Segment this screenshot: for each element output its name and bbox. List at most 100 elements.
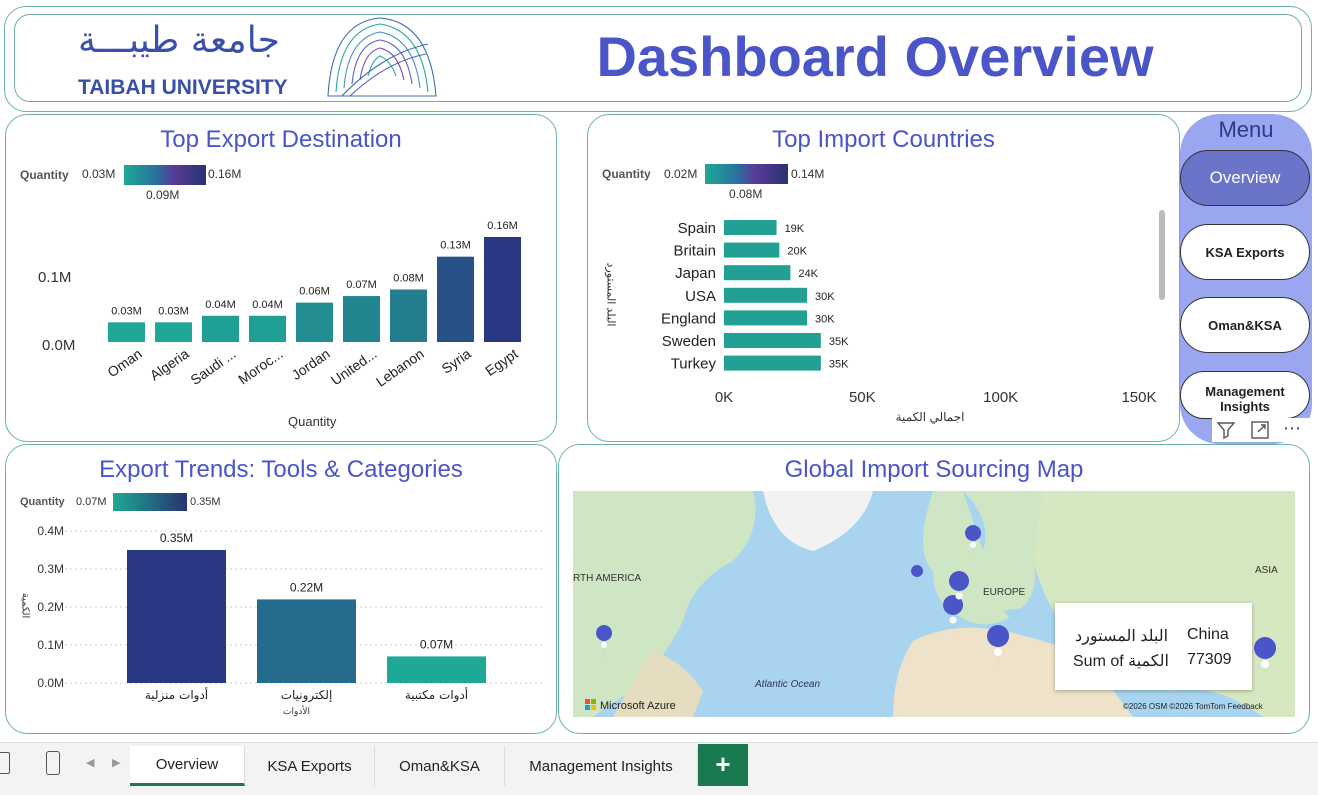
- import-legend-mid: 0.08M: [729, 187, 763, 201]
- tab-next-icon[interactable]: ▶: [112, 756, 121, 769]
- export-category-label: Egypt: [482, 345, 521, 379]
- header-frame: [4, 6, 1312, 112]
- map-title: Global Import Sourcing Map: [784, 456, 1084, 483]
- logo-arabic: جامعة طيبـــة: [78, 20, 280, 61]
- export-data-label: 0.04M: [252, 299, 283, 311]
- import-legend-label: Quantity: [602, 167, 651, 181]
- export-category-label: Moroc...: [235, 345, 286, 387]
- tab-oman-ksa[interactable]: Oman&KSA: [375, 746, 505, 786]
- export-data-label: 0.06M: [299, 286, 330, 298]
- menu-oman-ksa-button[interactable]: Oman&KSA: [1180, 297, 1310, 353]
- import-category-label: Japan: [675, 265, 716, 282]
- trends-category-label: أدوات منزلية: [145, 687, 208, 703]
- export-data-label: 0.03M: [158, 305, 189, 317]
- import-countries-title: Top Import Countries: [772, 126, 995, 153]
- menu-title: Menu: [1218, 117, 1274, 142]
- more-options-icon[interactable]: ⋯: [1283, 418, 1301, 439]
- export-destination-chart[interactable]: 0.1M 0.0M 0.03M Oman 0.03M Algeria 0.04M Saudi …: [20, 200, 550, 410]
- trends-y-tick: 0.4M: [37, 524, 64, 538]
- map-tooltip: البلد المستورد China Sum of الكمية 77309: [1055, 603, 1252, 690]
- trends-category-label: إلكترونيات: [281, 688, 333, 703]
- add-page-button[interactable]: +: [698, 744, 748, 786]
- import-bar: [724, 287, 807, 303]
- tab-ksa-exports[interactable]: KSA Exports: [245, 746, 375, 786]
- map-pin-britain: [911, 565, 924, 591]
- export-bar: [249, 315, 286, 342]
- desktop-view-icon[interactable]: [0, 752, 10, 774]
- import-x-tick: 50K: [849, 389, 876, 406]
- import-ylabel: البلد المستورد: [604, 262, 617, 327]
- export-bar: [108, 322, 145, 342]
- export-data-label: 0.08M: [393, 273, 424, 285]
- microsoft-logo-icon: [585, 699, 590, 704]
- tab-management-insights[interactable]: Management Insights: [505, 746, 698, 786]
- import-bar: [724, 333, 821, 348]
- export-bar: [390, 289, 427, 342]
- import-scrollbar[interactable]: [1159, 210, 1165, 300]
- import-bar: [724, 242, 780, 258]
- import-category-label: England: [661, 310, 716, 327]
- import-x-tick: 0K: [715, 389, 733, 406]
- export-trends-card: [5, 444, 557, 734]
- menu-overview-button[interactable]: Overview: [1180, 150, 1310, 206]
- import-countries-chart[interactable]: Spain 19K Britain 20K Japan 24K USA 30K England 3…: [620, 210, 1170, 410]
- import-data-label: 24K: [798, 268, 818, 280]
- focus-mode-icon[interactable]: [1250, 420, 1270, 440]
- map-label-asia: ASIA: [1255, 565, 1278, 576]
- header-inner: [14, 14, 1302, 102]
- export-data-label: 0.04M: [205, 299, 236, 311]
- logo-english: TAIBAH UNIVERSITY: [78, 76, 288, 99]
- trends-bar: [257, 599, 356, 683]
- map-pin-turkey: [987, 625, 1010, 671]
- menu-management-insights-button[interactable]: Management Insights: [1180, 371, 1310, 419]
- mobile-view-icon[interactable]: [46, 751, 60, 775]
- trends-legend-min: 0.07M: [76, 496, 107, 508]
- import-x-tick: 150K: [1121, 389, 1156, 406]
- export-bar: [484, 237, 521, 342]
- trends-y-tick: 0.3M: [37, 562, 64, 576]
- trends-y-tick: 0.0M: [37, 676, 64, 690]
- export-data-label: 0.13M: [440, 240, 471, 252]
- export-trends-chart[interactable]: 0.4M 0.3M 0.2M 0.1M 0.0M 0.35M أدوات منزلية 0.2…: [20, 518, 550, 708]
- import-legend-max: 0.14M: [791, 167, 825, 181]
- export-category-label: Saudi ...: [187, 345, 238, 388]
- import-data-label: 19K: [785, 223, 805, 235]
- map-pin-japan: [1254, 637, 1277, 683]
- import-data-label: 30K: [815, 313, 835, 325]
- export-bar: [343, 296, 380, 342]
- import-data-label: 30K: [815, 291, 835, 303]
- export-legend-mid: 0.09M: [146, 188, 180, 202]
- export-category-label: Oman: [104, 345, 144, 380]
- import-bar: [724, 310, 807, 326]
- import-data-label: 35K: [829, 336, 849, 348]
- import-data-label: 35K: [829, 359, 849, 371]
- menu-ksa-exports-button[interactable]: KSA Exports: [1180, 224, 1310, 280]
- export-category-label: Lebanon: [373, 345, 427, 389]
- export-xlabel: Quantity: [288, 414, 337, 429]
- trends-data-label: 0.22M: [290, 580, 323, 594]
- trends-legend-max: 0.35M: [190, 496, 221, 508]
- import-category-label: Turkey: [671, 356, 717, 373]
- trends-bar: [127, 550, 226, 683]
- university-logo-icon: [327, 17, 437, 97]
- trends-data-label: 0.07M: [420, 637, 453, 651]
- export-category-label: Syria: [438, 345, 473, 377]
- tab-prev-icon[interactable]: ◀: [86, 756, 95, 769]
- import-category-label: Spain: [678, 220, 716, 237]
- map-label-north-america: RTH AMERICA: [573, 573, 641, 584]
- map-pin-spain: [943, 595, 964, 637]
- import-bar: [724, 355, 821, 371]
- trends-xlabel: الأدوات: [283, 706, 310, 716]
- export-data-label: 0.07M: [346, 279, 377, 291]
- export-data-label: 0.03M: [111, 305, 142, 317]
- import-xlabel: اجمالي الكمية: [895, 410, 965, 424]
- import-bar: [724, 220, 777, 235]
- map-pins: [596, 525, 1277, 683]
- map-brand: Microsoft Azure: [600, 700, 676, 712]
- export-data-label: 0.16M: [487, 220, 518, 232]
- tab-overview[interactable]: Overview: [130, 746, 245, 786]
- export-legend-label: Quantity: [20, 168, 69, 182]
- filter-icon[interactable]: [1216, 420, 1236, 440]
- import-category-label: Sweden: [662, 333, 716, 350]
- trends-y-tick: 0.1M: [37, 638, 64, 652]
